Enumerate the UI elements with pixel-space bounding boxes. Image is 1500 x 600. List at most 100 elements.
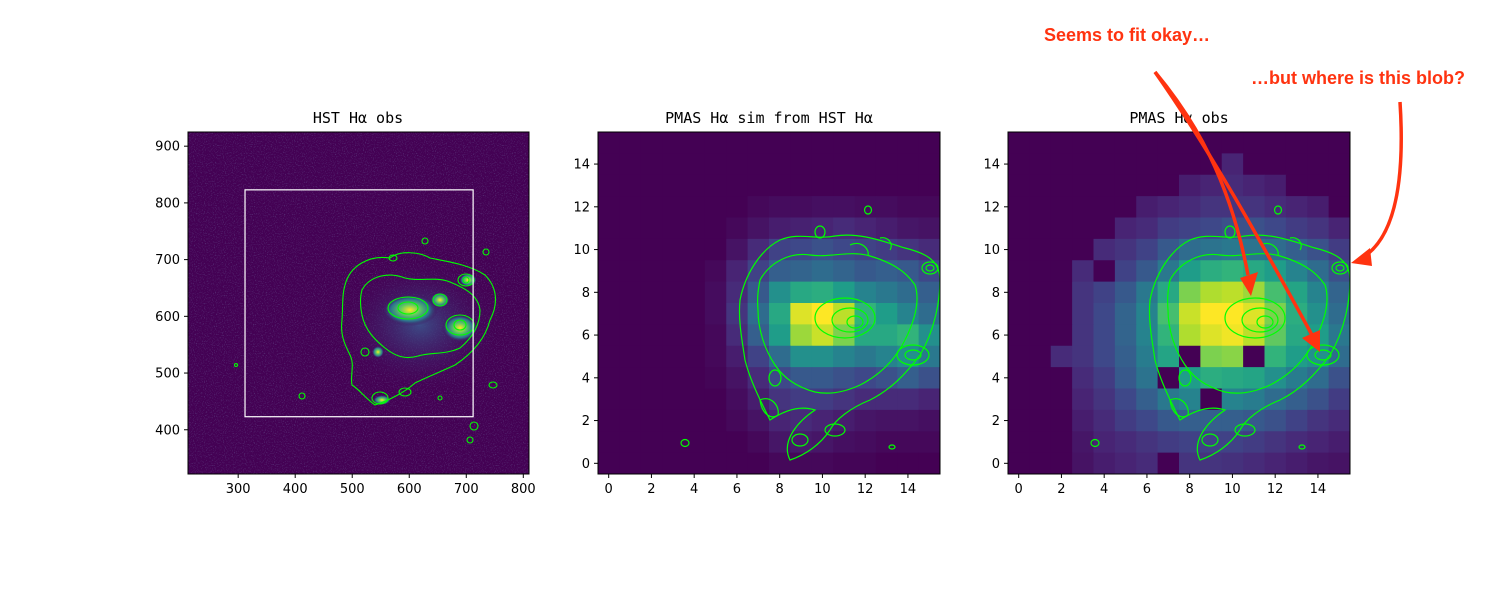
- pmas-sim-cell: [875, 260, 898, 283]
- pmas-sim-cell: [790, 345, 813, 368]
- pmas-sim-cell: [854, 281, 877, 304]
- panel-title-hst-obs: HST Hα obs: [313, 109, 403, 127]
- pmas-obs-cell: [1328, 174, 1350, 197]
- hst-axes-frame: [187, 131, 530, 475]
- pmas-obs-cell: [1328, 409, 1350, 432]
- pmas-sim-x-tick-label: 8: [776, 482, 784, 497]
- annotation-fit-okay: Seems to fit okay…: [1044, 25, 1210, 45]
- pmas-obs-cell: [1179, 431, 1201, 454]
- pmas-obs-cell: [1114, 132, 1137, 154]
- pmas-obs-cell: [1050, 238, 1073, 261]
- pmas-sim-y-tick-label: 0: [582, 457, 590, 472]
- pmas-obs-cell: [1114, 260, 1137, 283]
- pmas-sim-cell: [918, 174, 940, 197]
- pmas-obs-cell: [1050, 153, 1073, 176]
- pmas-obs-cell: [1050, 409, 1073, 432]
- pmas-obs-cell: [1008, 281, 1030, 304]
- pmas-sim-cell: [598, 174, 620, 197]
- pmas-obs-cell: [1029, 260, 1052, 283]
- pmas-sim-cell: [726, 409, 749, 432]
- pmas-sim-cell: [790, 238, 813, 261]
- pmas-sim-cell: [598, 132, 620, 154]
- pmas-sim-cell: [833, 303, 855, 325]
- pmas-sim-cell: [811, 303, 834, 325]
- pmas-obs-cell: [1307, 367, 1330, 389]
- pmas-obs-cell: [1008, 196, 1030, 218]
- pmas-sim-cell: [619, 388, 642, 411]
- pmas-sim-cell: [598, 431, 620, 454]
- pmas-obs-y-tick-label: 0: [992, 457, 1000, 472]
- pmas-obs-x-tick-label: 2: [1057, 482, 1065, 497]
- pmas-sim-cell: [704, 217, 727, 240]
- pmas-sim-cell: [619, 452, 642, 474]
- panel-title-pmas-obs: PMAS Hα obs: [1129, 109, 1228, 127]
- pmas-sim-cell: [918, 153, 940, 176]
- pmas-obs-cell: [1093, 452, 1116, 474]
- pmas-sim-cell: [662, 217, 684, 240]
- pmas-obs-cell: [1179, 260, 1201, 283]
- pmas-obs-x-tick-label: 10: [1224, 482, 1241, 497]
- pmas-obs-cell: [1050, 174, 1073, 197]
- pmas-obs-cell: [1050, 281, 1073, 304]
- pmas-sim-cell: [640, 452, 663, 474]
- pmas-sim-cell: [897, 153, 920, 176]
- pmas-sim-cell: [683, 196, 706, 218]
- pmas-sim-cell: [790, 196, 813, 218]
- pmas-sim-cell: [640, 238, 663, 261]
- pmas-sim-cell: [811, 452, 834, 474]
- pmas-obs-y-tick-label: 8: [992, 286, 1000, 301]
- pmas-sim-cell: [640, 153, 663, 176]
- pmas-sim-cell: [897, 324, 920, 347]
- pmas-obs-cell: [1179, 324, 1201, 347]
- pmas-obs-cell: [1029, 345, 1052, 368]
- pmas-obs-cell: [1243, 196, 1265, 218]
- pmas-obs-cell: [1200, 260, 1223, 283]
- pmas-sim-cell: [619, 431, 642, 454]
- pmas-sim-cell: [833, 217, 855, 240]
- pmas-obs-cell: [1307, 196, 1330, 218]
- pmas-sim-cell: [640, 324, 663, 347]
- pmas-field-box: [244, 189, 474, 418]
- pmas-obs-cell: [1243, 174, 1265, 197]
- pmas-sim-cell: [790, 174, 813, 197]
- pmas-sim-cell: [704, 260, 727, 283]
- pmas-sim-cell: [897, 217, 920, 240]
- pmas-sim-cell: [704, 238, 727, 261]
- pmas-obs-cell: [1328, 452, 1350, 474]
- pmas-sim-cell: [704, 409, 727, 432]
- pmas-obs-cell: [1114, 174, 1137, 197]
- pmas-sim-cell: [640, 196, 663, 218]
- hst-y-tick-label: 500: [155, 367, 180, 382]
- pmas-sim-cell: [811, 367, 834, 389]
- pmas-obs-cell: [1264, 174, 1287, 197]
- pmas-obs-cell: [1264, 452, 1287, 474]
- panel-title-pmas-sim: PMAS Hα sim from HST Hα: [665, 109, 873, 127]
- pmas-sim-cell: [683, 153, 706, 176]
- pmas-sim-cell: [897, 409, 920, 432]
- pmas-sim-cell: [619, 174, 642, 197]
- pmas-obs-cell: [1179, 409, 1201, 432]
- pmas-obs-cell: [1285, 260, 1308, 283]
- pmas-sim-cell: [598, 452, 620, 474]
- pmas-obs-cell: [1050, 303, 1073, 325]
- pmas-obs-x-tick-label: 14: [1310, 482, 1327, 497]
- pmas-sim-cell: [683, 281, 706, 304]
- pmas-obs-cell: [1200, 367, 1223, 389]
- pmas-obs-y-tick-label: 12: [983, 200, 1000, 215]
- pmas-sim-cell: [726, 345, 749, 368]
- pmas-obs-cell: [1179, 174, 1201, 197]
- panel-pmas-obs: PMAS Hα obs 0 2 4 6 8 10 12 14 0 2 4 6 8 10 12 14: [983, 109, 1351, 497]
- pmas-obs-cell: [1200, 303, 1223, 325]
- pmas-obs-cell: [1029, 388, 1052, 411]
- pmas-obs-cell: [1221, 153, 1244, 176]
- hst-y-tick-label: 600: [155, 310, 180, 325]
- pmas-sim-cell: [854, 388, 877, 411]
- pmas-obs-cell: [1093, 217, 1116, 240]
- pmas-sim-y-tick-label: 8: [582, 286, 590, 301]
- pmas-sim-cell: [833, 431, 855, 454]
- hst-x-tick-label: 500: [340, 482, 365, 497]
- pmas-sim-cell: [726, 238, 749, 261]
- pmas-obs-cell: [1136, 174, 1159, 197]
- pmas-obs-cell: [1029, 174, 1052, 197]
- pmas-obs-cell: [1221, 367, 1244, 389]
